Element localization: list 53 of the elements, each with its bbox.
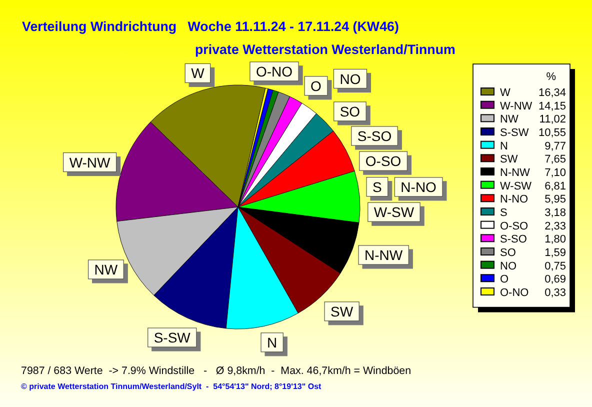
slice-label: W-NW [69,154,112,170]
legend-label: SW [500,154,518,166]
chart-title: Verteilung Windrichtung Woche 11.11.24 - 17.11.24 (KW46) [22,19,399,34]
data-label: 7,65 [544,154,566,166]
data-label: 6,81 [544,180,566,192]
slice-label: O-NO [256,63,293,80]
legend-label: W-NW [500,100,533,112]
data-label: 2,33 [544,220,566,232]
legend-label: N-NW [500,166,531,179]
category-label: S-SO [357,128,392,144]
data-label: 9,77 [544,140,566,152]
legend-label: SO [500,246,516,259]
legend-label: W [500,87,511,99]
chart-subtitle: private Wetterstation Westerland/Tinnum [195,42,456,57]
slice-label: N-NW [364,247,404,264]
legend-label: N-NO [500,194,529,206]
data-label: 0,75 [544,260,566,272]
data-label: 1,80 [544,234,566,246]
data-label: 10,55 [538,126,566,139]
data-label: 7,10 [544,166,566,179]
category-label: S [372,178,382,195]
legend-label: S-SW [500,126,530,139]
legend-label: O-SO [500,220,529,232]
data-label: 0,69 [544,274,566,286]
slice-label: W [191,65,206,82]
category-label: SO [340,103,360,120]
data-label: 1,59 [544,246,566,259]
category-label: NO [340,70,361,87]
data-label: 5,95 [544,194,566,206]
category-label: N-NO [400,178,436,195]
legend-label: NW [500,114,519,126]
slice-label: NW [94,261,118,278]
category-label: O-SO [365,153,402,170]
text: © private Wetterstation Tinnum/Westerland/Sylt - 54°54'13" Nord; 8°19'13" Ost [21,382,322,391]
legend-title: % [546,71,556,83]
text: 7987 / 683 Werte -> 7.9% Windstille - Ø 9,8km/h - Max. 46,7km/h = Windböen [21,365,412,377]
data-label: 11,02 [539,114,566,126]
category-label: O [310,78,322,94]
legend-label: S [500,206,508,219]
slice-label: S-SW [154,330,192,346]
legend-label: W-SW [500,180,532,192]
legend-label: N [500,140,508,152]
data-label: 3,18 [544,206,566,219]
data-label: 16,34 [538,87,566,99]
slice-label: N [267,334,278,350]
legend-label: S-SO [500,234,528,246]
legend-label: O [500,274,509,286]
data-label: 14,15 [538,100,566,112]
data-label: 0,33 [544,286,566,299]
legend-label: NO [500,260,517,272]
slice-label: SW [330,303,354,320]
legend-label: O-NO [500,286,530,299]
slice-label: W-SW [374,204,415,220]
